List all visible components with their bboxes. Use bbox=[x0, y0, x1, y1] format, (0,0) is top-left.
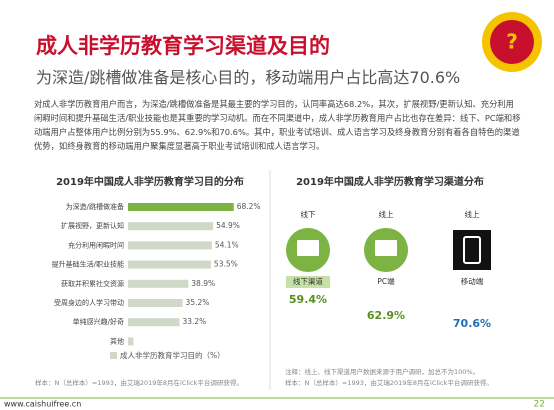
y-tick-label: 为深造/跳槽做准备 bbox=[66, 202, 124, 211]
value-label: 33.2% bbox=[182, 317, 206, 326]
channel-title: 2019年中国成人非学历教育学习渠道分布 bbox=[296, 175, 484, 188]
page-number: 22 bbox=[534, 400, 545, 410]
channel-value: 59.4% bbox=[289, 293, 327, 306]
bar bbox=[128, 337, 134, 346]
channel-icon bbox=[375, 240, 397, 256]
channel-tag: 线下 bbox=[301, 209, 316, 219]
value-label: 54.1% bbox=[215, 240, 239, 249]
channel-value: 70.6% bbox=[453, 317, 491, 330]
value-label: 38.9% bbox=[191, 279, 215, 288]
bar bbox=[128, 241, 212, 250]
channel-icon bbox=[297, 240, 319, 256]
value-label: 35.2% bbox=[186, 298, 210, 307]
channel-icon bbox=[463, 236, 481, 264]
channel-name: PC端 bbox=[377, 276, 395, 286]
bar bbox=[128, 222, 214, 231]
channel-name: 移动端 bbox=[461, 276, 484, 286]
y-tick-label: 单纯感兴趣/好奇 bbox=[73, 317, 124, 326]
value-label: 54.9% bbox=[216, 221, 240, 230]
bar bbox=[128, 279, 189, 288]
y-tick-label: 其他 bbox=[110, 336, 124, 345]
channel-tag: 线上 bbox=[465, 209, 480, 219]
channel-box bbox=[450, 276, 494, 288]
channel-value: 62.9% bbox=[367, 309, 405, 322]
y-tick-label: 扩展视野，更新认知 bbox=[61, 221, 124, 230]
logo: ? bbox=[482, 12, 542, 72]
channel-box bbox=[286, 276, 330, 288]
channel-tag: 线上 bbox=[379, 209, 394, 219]
note: 注释：线上、线下渠道用户数据来源于用户调研，加总不为100%。 bbox=[285, 367, 479, 376]
footer-url: www.caishuifree.cn bbox=[4, 400, 81, 409]
legend-label: 成人非学历教育学习目的（%） bbox=[120, 350, 225, 360]
y-tick-label: 受周身边的人学习带动 bbox=[54, 298, 124, 307]
bar bbox=[128, 260, 211, 269]
subtitle: 为深造/跳槽做准备是核心目的，移动端用户占比高达70.6% bbox=[36, 68, 461, 87]
title: 成人非学历教育学习渠道及目的 bbox=[36, 34, 330, 58]
y-tick-label: 提升基础生活/职业技能 bbox=[52, 260, 124, 269]
bar bbox=[128, 203, 234, 211]
note: 样本：N（总样本）=1993，由艾瑞2019年8月在iClick平台调研获得。 bbox=[35, 378, 243, 387]
svg-text:?: ? bbox=[506, 30, 518, 54]
bar bbox=[128, 318, 180, 327]
legend-swatch bbox=[110, 352, 117, 359]
value-label: 68.2% bbox=[237, 202, 261, 211]
channel-box bbox=[364, 276, 408, 288]
bar bbox=[128, 299, 183, 307]
y-tick-label: 充分利用闲暇时间 bbox=[68, 240, 124, 249]
paragraph: 对成人非学历教育用户而言，为深造/跳槽做准备是其最主要的学习目的，认同率高达68… bbox=[34, 99, 521, 151]
note: 样本：N（总样本）=1993，由艾瑞2019年8月在iClick平台调研获得。 bbox=[285, 378, 493, 387]
value-label: 53.5% bbox=[214, 260, 238, 269]
channel-name: 线下渠道 bbox=[293, 276, 323, 286]
y-tick-label: 获取并积累社交资源 bbox=[61, 279, 124, 288]
chart-title: 2019年中国成人非学历教育学习目的分布 bbox=[56, 175, 244, 188]
